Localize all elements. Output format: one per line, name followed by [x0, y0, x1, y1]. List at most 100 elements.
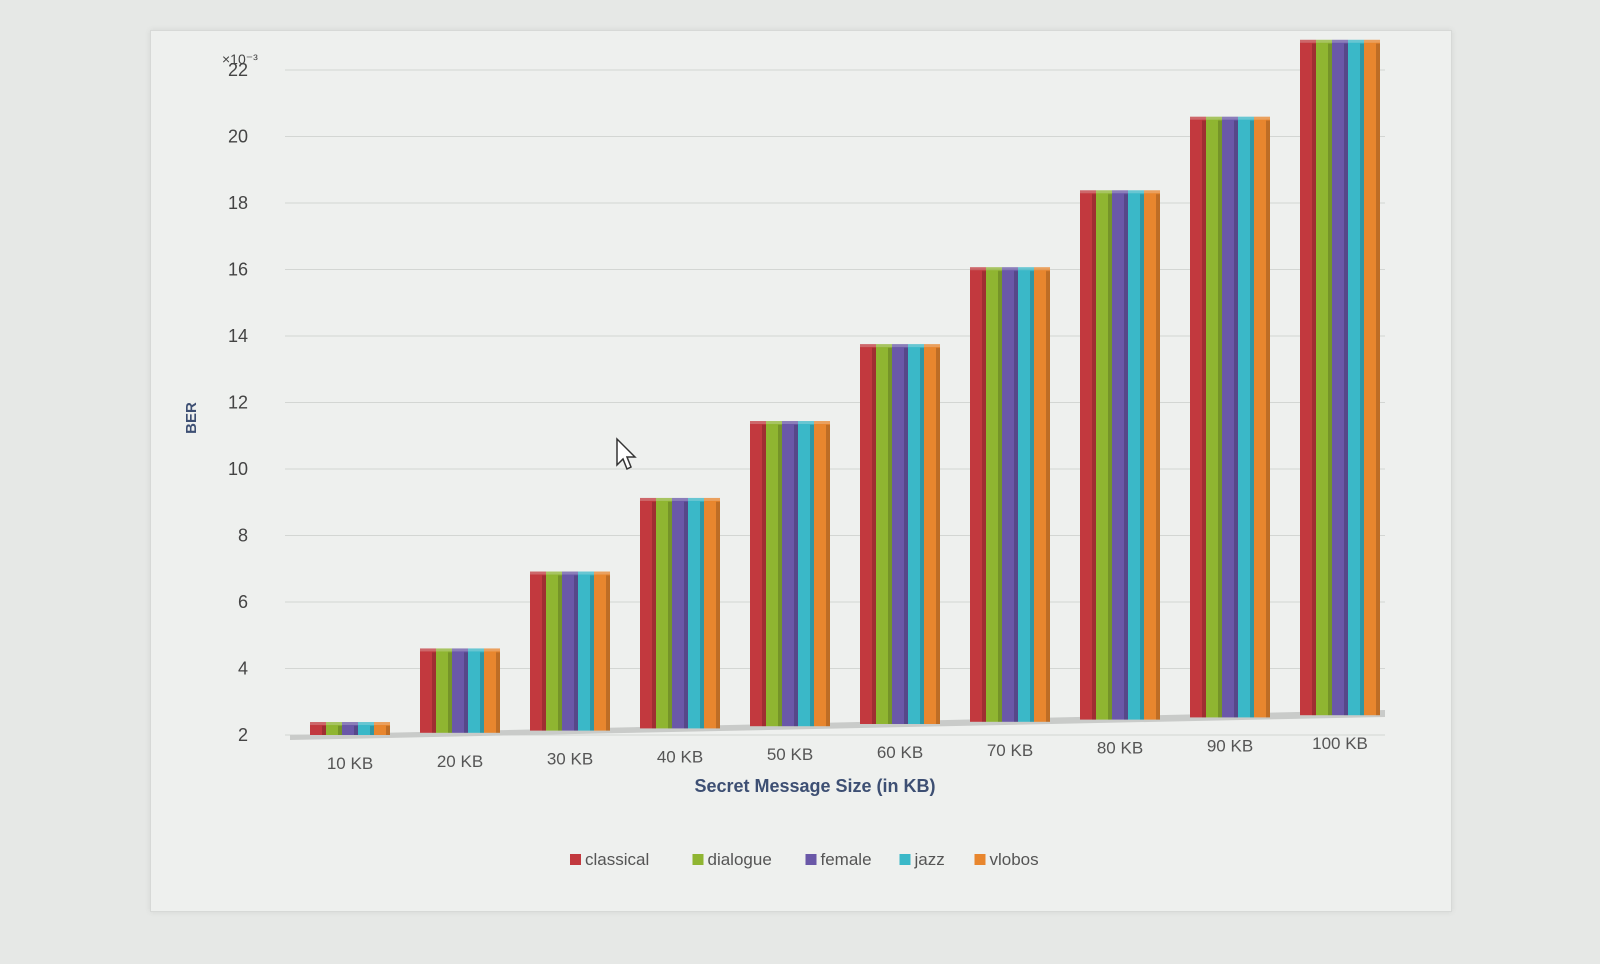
- bar: [1300, 42, 1316, 716]
- bar-top: [688, 497, 704, 502]
- bar: [766, 424, 782, 727]
- bar-shade: [1202, 119, 1206, 718]
- legend-swatch: [692, 854, 704, 865]
- bar-shade: [322, 725, 326, 735]
- bar-shade: [998, 270, 1002, 722]
- bar-shade: [826, 424, 830, 727]
- bar-shade: [936, 347, 940, 724]
- legend: classical dialogue female jazz vlobos: [570, 850, 1039, 869]
- bar: [1034, 270, 1050, 722]
- bar-shade: [920, 347, 924, 724]
- legend-swatch: [570, 854, 581, 865]
- bar-top: [1034, 267, 1050, 272]
- bar-top: [358, 722, 374, 727]
- x-tick-label: 60 KB: [877, 743, 923, 762]
- legend-label: classical: [585, 850, 649, 869]
- y-axis-multiplier: ×10⁻³: [222, 51, 258, 67]
- legend-label: vlobos: [990, 850, 1039, 869]
- bar-top: [310, 722, 326, 727]
- bar-shade: [652, 500, 656, 729]
- bar-top: [1112, 190, 1128, 195]
- bar-shade: [762, 424, 766, 727]
- bar: [1112, 193, 1128, 720]
- legend-label: dialogue: [708, 850, 772, 869]
- bar-shade: [1266, 119, 1270, 718]
- bar: [578, 574, 594, 731]
- bar-shade: [590, 574, 594, 731]
- bar-shade: [794, 424, 798, 727]
- bar: [326, 725, 342, 735]
- bar-shade: [1328, 42, 1332, 716]
- bar-shade: [1156, 193, 1160, 720]
- y-tick-label: 6: [238, 592, 248, 612]
- bar-shade: [1140, 193, 1144, 720]
- bar-top: [578, 571, 594, 576]
- bar: [1144, 193, 1160, 720]
- bar-top: [704, 497, 720, 502]
- bar-shade: [810, 424, 814, 727]
- bar-shade: [480, 651, 484, 733]
- bar-top: [1206, 116, 1222, 121]
- bar: [876, 347, 892, 724]
- bar-shade: [354, 725, 358, 735]
- bar-top: [1018, 267, 1034, 272]
- bar: [1096, 193, 1112, 720]
- x-tick-label: 50 KB: [767, 745, 813, 764]
- x-axis-label: Secret Message Size (in KB): [694, 776, 935, 796]
- y-tick-label: 12: [228, 393, 248, 413]
- x-tick-label: 40 KB: [657, 747, 703, 766]
- y-tick-label: 18: [228, 193, 248, 213]
- bar: [1190, 119, 1206, 718]
- bar: [924, 347, 940, 724]
- bar-shade: [574, 574, 578, 731]
- bar: [640, 500, 656, 729]
- bar-top: [876, 344, 892, 349]
- bar-top: [782, 421, 798, 426]
- bar-shade: [1014, 270, 1018, 722]
- bar-top: [326, 722, 342, 727]
- bar: [1332, 42, 1348, 716]
- bar-shade: [1030, 270, 1034, 722]
- bar: [860, 347, 876, 724]
- bar-shade: [558, 574, 562, 731]
- bar-top: [656, 497, 672, 502]
- bar: [970, 270, 986, 722]
- bar: [1080, 193, 1096, 720]
- y-tick-label: 22: [228, 60, 248, 80]
- bar-shade: [684, 500, 688, 729]
- bar: [420, 651, 436, 733]
- bar-top: [640, 497, 656, 502]
- bar-shade: [496, 651, 500, 733]
- bar-top: [420, 648, 436, 653]
- bar-top: [1332, 39, 1348, 44]
- bar-shade: [982, 270, 986, 722]
- bar-shade: [716, 500, 720, 729]
- bar-shade: [1250, 119, 1254, 718]
- x-tick-label: 30 KB: [547, 750, 593, 769]
- bar-shade: [1046, 270, 1050, 722]
- bar: [798, 424, 814, 727]
- bar-shade: [1218, 119, 1222, 718]
- bar-shade: [1376, 42, 1380, 716]
- bar-shade: [778, 424, 782, 727]
- bar: [908, 347, 924, 724]
- bar-top: [594, 571, 610, 576]
- bar-shade: [370, 725, 374, 735]
- bar-top: [672, 497, 688, 502]
- bar-shade: [1092, 193, 1096, 720]
- bar-shade: [872, 347, 876, 724]
- bar-shade: [542, 574, 546, 731]
- x-tick-label: 70 KB: [987, 741, 1033, 760]
- bar: [1128, 193, 1144, 720]
- bar-top: [484, 648, 500, 653]
- bar: [1238, 119, 1254, 718]
- bar-shade: [1360, 42, 1364, 716]
- bar-top: [924, 344, 940, 349]
- bar-top: [750, 421, 766, 426]
- y-tick-label: 16: [228, 260, 248, 280]
- bar-top: [1144, 190, 1160, 195]
- bar: [892, 347, 908, 724]
- bar: [562, 574, 578, 731]
- bar: [1002, 270, 1018, 722]
